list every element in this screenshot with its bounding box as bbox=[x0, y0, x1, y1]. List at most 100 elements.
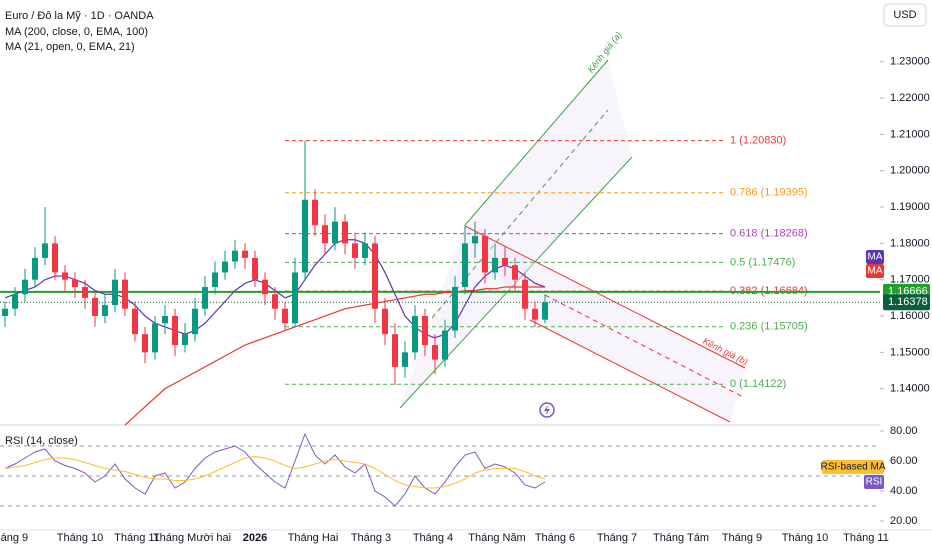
candle-body bbox=[482, 236, 488, 273]
candle-body bbox=[42, 243, 48, 258]
candle-body bbox=[282, 308, 288, 324]
currency-label: USD bbox=[893, 9, 916, 21]
rsi-tag bbox=[822, 460, 884, 474]
candle-body bbox=[332, 221, 338, 244]
rsi-tag-label: RSI-based MA bbox=[820, 462, 885, 473]
x-tick-label: 2026 bbox=[243, 532, 267, 544]
candle-body bbox=[52, 243, 58, 273]
y-tick-label: 1.14000 bbox=[890, 383, 930, 395]
y-tick-label: 20.00 bbox=[890, 515, 918, 527]
candle-body bbox=[112, 279, 118, 306]
y-tick-label: 1.23000 bbox=[890, 56, 930, 68]
candle-body bbox=[12, 294, 18, 309]
channel-midline bbox=[544, 294, 744, 398]
candle-body bbox=[2, 308, 8, 317]
rsi-title: RSI (14, close) bbox=[5, 435, 78, 447]
candle-body bbox=[232, 250, 238, 262]
x-tick-label: Tháng Tám bbox=[653, 532, 709, 544]
price-tag-label: 1.16378 bbox=[888, 296, 928, 308]
x-tick-label: Tháng 3 bbox=[351, 532, 391, 544]
candle-body bbox=[72, 279, 78, 287]
event-icon-bolt bbox=[544, 405, 550, 415]
candle-body bbox=[302, 199, 308, 273]
candle-body bbox=[292, 272, 298, 324]
y-tick-label: 1.19000 bbox=[890, 201, 930, 213]
candle-body bbox=[342, 221, 348, 244]
y-tick-label: 60.00 bbox=[890, 455, 918, 467]
x-tick-label: Tháng 11 bbox=[114, 532, 160, 544]
fib-label: 0.786 (1.19395) bbox=[730, 187, 808, 199]
fib-label: 0.5 (1.17476) bbox=[730, 256, 795, 268]
candle-body bbox=[252, 257, 258, 280]
candle-body bbox=[452, 286, 458, 331]
candle-body bbox=[312, 199, 318, 226]
currency-button[interactable] bbox=[883, 3, 927, 27]
channel-line bbox=[399, 156, 633, 409]
candle-body bbox=[192, 308, 198, 335]
y-tick-label: 80.00 bbox=[890, 425, 918, 437]
ma-tag-label: MA bbox=[868, 266, 883, 277]
candle-body bbox=[152, 323, 158, 353]
ma-tag bbox=[866, 264, 884, 278]
candle-body bbox=[422, 316, 428, 346]
candle-body bbox=[542, 302, 548, 320]
candle-body bbox=[122, 279, 128, 309]
channel-line bbox=[464, 225, 746, 369]
candle-body bbox=[22, 279, 28, 295]
y-tick-label: 1.22000 bbox=[890, 92, 930, 104]
y-tick-label: 1.17000 bbox=[890, 274, 930, 286]
candle-body bbox=[142, 334, 148, 353]
y-tick-label: 40.00 bbox=[890, 485, 918, 497]
candle-body bbox=[182, 334, 188, 346]
x-tick-label: Tháng 7 bbox=[597, 532, 637, 544]
candle-body bbox=[172, 316, 178, 346]
x-tick-label: Tháng Năm bbox=[468, 532, 525, 544]
channel-line bbox=[529, 319, 731, 423]
x-tick-label: Tháng 10 bbox=[782, 532, 828, 544]
candle-body bbox=[412, 316, 418, 353]
candle-body bbox=[242, 250, 248, 258]
candle-body bbox=[222, 261, 228, 273]
candle-body bbox=[502, 257, 508, 266]
candle-body bbox=[202, 286, 208, 309]
candle-body bbox=[62, 272, 68, 280]
rsi-line bbox=[4, 432, 546, 507]
y-tick-label: 1.16000 bbox=[890, 310, 930, 322]
candle-body bbox=[132, 308, 138, 335]
candle-body bbox=[472, 236, 478, 244]
ma-line bbox=[124, 286, 545, 426]
candle-body bbox=[392, 334, 398, 367]
candle-body bbox=[462, 243, 468, 287]
candle-body bbox=[382, 308, 388, 335]
candle-body bbox=[522, 279, 528, 309]
candle-body bbox=[442, 330, 448, 360]
rsi-tag-label: RSI bbox=[866, 477, 883, 488]
x-tick-label: Tháng Mười hai bbox=[153, 532, 231, 544]
fib-label: 0.236 (1.15705) bbox=[730, 321, 808, 333]
candle-body bbox=[212, 272, 218, 287]
fib-label: 0.618 (1.18268) bbox=[730, 228, 808, 240]
x-tick-label: Tháng 6 bbox=[535, 532, 575, 544]
candle-body bbox=[402, 352, 408, 367]
y-tick-label: 1.15000 bbox=[890, 346, 930, 358]
channel-midline bbox=[431, 109, 609, 319]
candle-body bbox=[532, 308, 538, 320]
x-tick-label: Tháng Hai bbox=[288, 532, 339, 544]
ma-tag bbox=[866, 250, 884, 264]
x-tick-label: Tháng 4 bbox=[413, 532, 453, 544]
plot-layer: 1.14000 1.15000 1.16000 1.17000 1.18000 1.190… bbox=[0, 56, 930, 544]
x-tick-label: Tháng 9 bbox=[0, 532, 28, 544]
indicator-legend: MA (200, close, 0, EMA, 100) bbox=[5, 26, 148, 38]
y-tick-label: 1.21000 bbox=[890, 128, 930, 140]
fib-label: 0 (1.14122) bbox=[730, 378, 786, 390]
candle-body bbox=[262, 279, 268, 295]
rsi-line bbox=[4, 455, 546, 489]
candle-body bbox=[362, 243, 368, 258]
candle-body bbox=[92, 297, 98, 317]
x-tick-label: Tháng 10 bbox=[57, 532, 103, 544]
candle-body bbox=[322, 225, 328, 244]
channel-fill bbox=[465, 226, 745, 422]
candle-body bbox=[432, 345, 438, 360]
rsi-tag bbox=[864, 475, 884, 489]
